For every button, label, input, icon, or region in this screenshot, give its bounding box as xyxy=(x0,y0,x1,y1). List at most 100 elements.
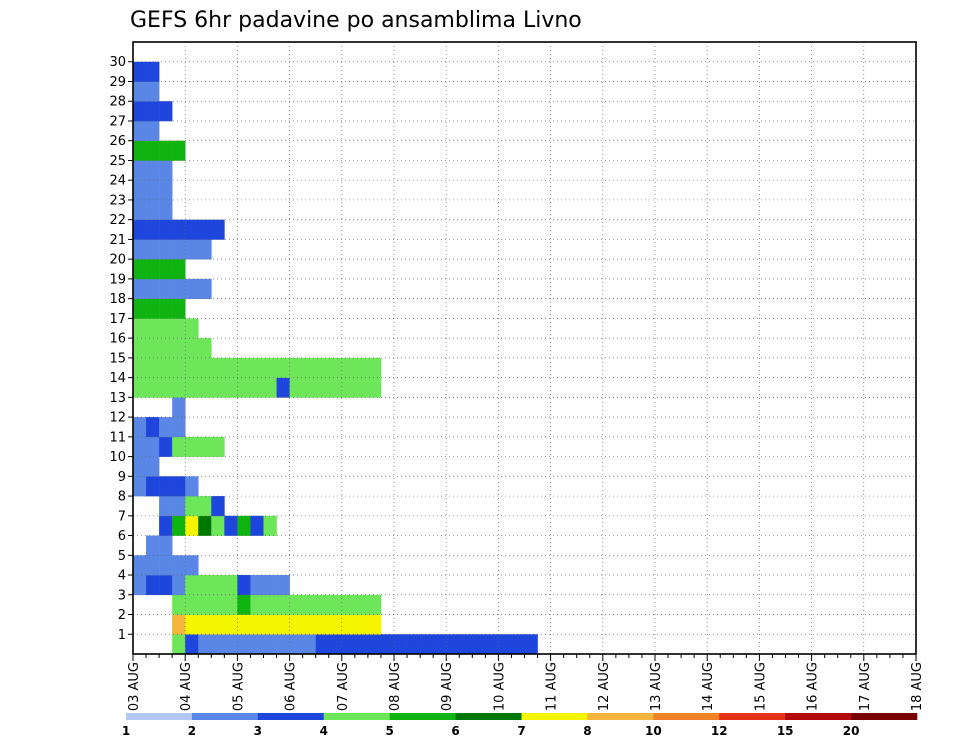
heatmap-cell xyxy=(198,219,212,240)
y-tick-label: 8 xyxy=(118,490,126,505)
y-tick-label: 11 xyxy=(109,430,126,445)
heatmap-cell xyxy=(159,496,173,517)
heatmap-cell xyxy=(133,120,147,142)
heatmap-cell xyxy=(185,278,199,299)
heatmap-cell xyxy=(224,594,238,615)
heatmap-cell xyxy=(198,614,212,635)
heatmap-cell xyxy=(146,535,160,556)
heatmap-cell xyxy=(289,594,303,615)
heatmap-cell xyxy=(146,120,160,142)
heatmap-cell xyxy=(433,634,447,655)
heatmap-cell xyxy=(524,634,538,655)
x-tick-label: 09 AUG xyxy=(440,662,455,711)
heatmap-cell xyxy=(172,614,186,635)
y-tick-label: 10 xyxy=(109,450,126,465)
heatmap-cell xyxy=(146,476,160,497)
heatmap-cell xyxy=(133,180,147,201)
heatmap-cell xyxy=(224,614,238,635)
x-tick-label: 10 AUG xyxy=(492,662,507,711)
heatmap-cell xyxy=(133,555,147,576)
heatmap-cell xyxy=(159,259,173,280)
heatmap-cell xyxy=(172,397,186,418)
plot-frame xyxy=(132,41,917,655)
heatmap-cell xyxy=(159,338,173,359)
heatmap-cell xyxy=(315,377,330,398)
gridlines xyxy=(133,42,916,654)
y-tick-label: 17 xyxy=(109,312,126,327)
heatmap-cell xyxy=(159,180,173,201)
heatmap-cell xyxy=(146,101,160,122)
heatmap-cell xyxy=(224,357,238,378)
heatmap-cell xyxy=(172,555,186,576)
heatmap-cell xyxy=(133,61,147,82)
heatmap-cell xyxy=(250,575,264,596)
heatmap-cell xyxy=(133,160,147,181)
heatmap-cell xyxy=(146,259,160,280)
heatmap-cell xyxy=(172,476,186,497)
legend-label: 4 xyxy=(320,724,328,738)
heatmap-cell xyxy=(211,594,225,615)
heatmap-cell xyxy=(315,357,330,378)
heatmap-cell xyxy=(185,496,199,517)
heatmap-cell xyxy=(146,456,160,477)
heatmap-cell xyxy=(172,338,186,359)
x-tick-label: 16 AUG xyxy=(806,662,821,711)
heatmap-cell xyxy=(146,160,160,181)
heatmap-cell xyxy=(237,614,251,635)
heatmap-cell xyxy=(146,239,160,260)
heatmap-cell xyxy=(394,634,408,655)
heatmap-cell xyxy=(224,515,238,536)
heatmap-cell xyxy=(328,634,343,655)
heatmap-cell xyxy=(172,140,186,161)
heatmap-cell xyxy=(511,634,525,655)
heatmap-cell xyxy=(276,614,290,635)
y-tick-label: 23 xyxy=(109,193,126,208)
x-tick-label: 18 AUG xyxy=(910,662,925,711)
x-tick-label: 04 AUG xyxy=(179,662,194,711)
heatmap-cell xyxy=(146,298,160,319)
heatmap-cell xyxy=(237,594,251,615)
heatmap-cell xyxy=(133,436,147,457)
heatmap-cell xyxy=(159,239,173,260)
heatmap-cell xyxy=(185,239,199,260)
heatmap-cell xyxy=(367,614,382,635)
heatmap-cell xyxy=(133,140,147,161)
y-tick-label: 14 xyxy=(109,371,126,386)
heatmap-cell xyxy=(133,219,147,240)
heatmap-cell xyxy=(146,377,160,398)
heatmap-cell xyxy=(159,160,173,181)
heatmap-cells xyxy=(133,61,538,655)
y-tick-label: 27 xyxy=(109,114,126,129)
heatmap-cell xyxy=(159,535,173,556)
legend-swatch xyxy=(521,713,588,720)
heatmap-cell xyxy=(198,594,212,615)
heatmap-cell xyxy=(315,614,330,635)
heatmap-cell xyxy=(133,575,147,596)
legend-swatch xyxy=(851,713,918,720)
heatmap-cell xyxy=(302,377,316,398)
y-tick-label: 21 xyxy=(109,233,126,248)
heatmap-cell xyxy=(198,515,212,536)
heatmap-cell xyxy=(263,634,277,655)
legend-label: 12 xyxy=(711,724,728,738)
x-tick-label: 08 AUG xyxy=(388,662,403,711)
y-tick-label: 9 xyxy=(118,470,126,485)
heatmap-cell xyxy=(185,219,199,240)
heatmap-cell xyxy=(146,81,160,102)
heatmap-cell xyxy=(185,436,199,457)
heatmap-cell xyxy=(198,338,212,359)
legend-swatch xyxy=(587,713,654,720)
heatmap-cell xyxy=(198,377,212,398)
heatmap-cell xyxy=(328,357,343,378)
y-tick-label: 7 xyxy=(118,509,126,524)
heatmap-cell xyxy=(172,259,186,280)
heatmap-cell xyxy=(380,634,395,655)
heatmap-cell xyxy=(341,634,356,655)
heatmap-cell xyxy=(302,357,316,378)
heatmap-cell xyxy=(328,614,343,635)
heatmap-cell xyxy=(211,496,225,517)
heatmap-cell xyxy=(146,180,160,201)
heatmap-cell xyxy=(354,377,369,398)
heatmap-cell xyxy=(146,555,160,576)
heatmap-cell xyxy=(172,318,186,339)
